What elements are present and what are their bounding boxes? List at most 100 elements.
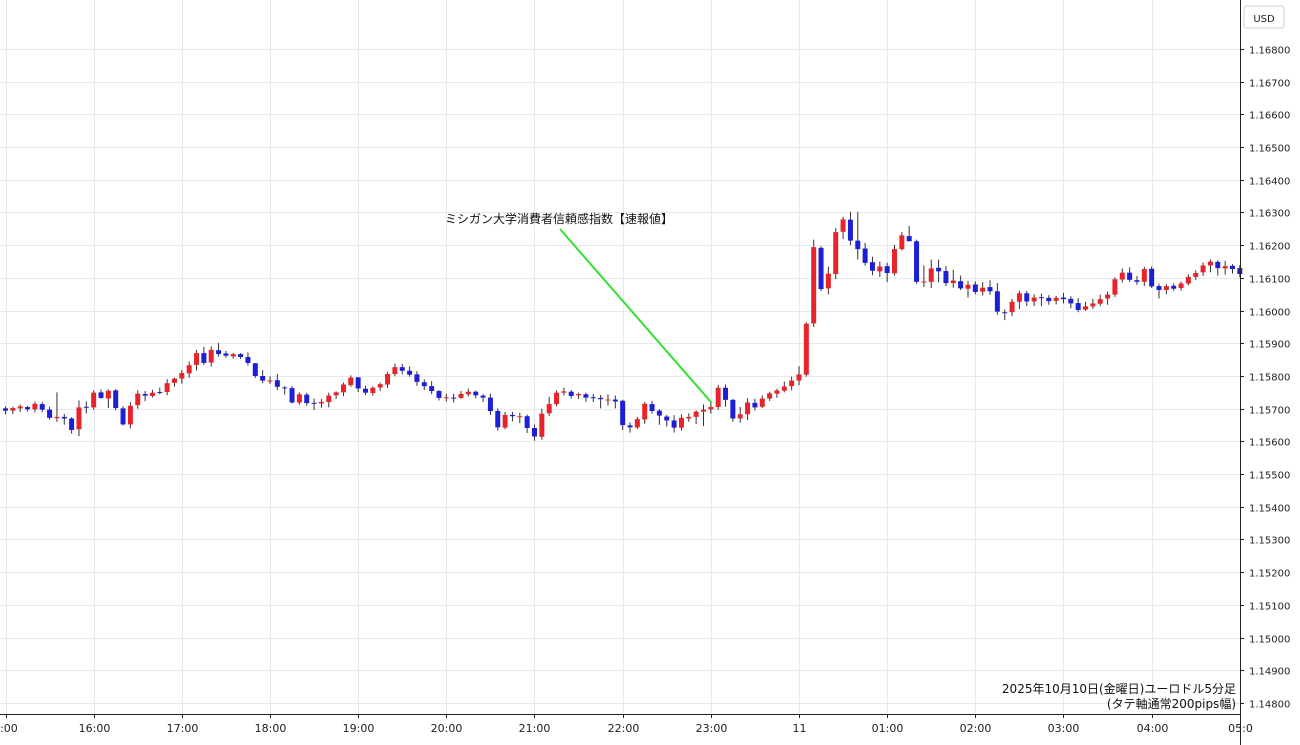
candle-body-up [539, 413, 545, 437]
candle-body-up [230, 354, 236, 357]
time-tick-label: 11 [793, 722, 807, 735]
candle-body-down [531, 427, 537, 437]
candle-body-up [32, 403, 38, 410]
candle [693, 410, 699, 425]
candle [399, 363, 405, 375]
time-tick-label: 16:00 [79, 722, 111, 735]
candle [1178, 281, 1184, 291]
candle [1134, 275, 1140, 285]
candle-body-up [465, 391, 471, 395]
candle [186, 361, 192, 378]
candle [333, 391, 339, 399]
candle [326, 392, 332, 408]
candle [708, 402, 714, 414]
candle [965, 280, 971, 298]
candle-body-down [671, 420, 677, 428]
candle-body-down [847, 219, 853, 241]
candle [407, 366, 413, 377]
candle [502, 411, 508, 430]
candle [179, 370, 185, 384]
candle-body-up [91, 392, 97, 408]
candle [517, 412, 523, 424]
candle-body-up [502, 414, 508, 428]
candle-body-down [414, 374, 420, 382]
time-tick-labels: :00 16:00 17:00 18:00 19:00 20:00 21:00 22:00 23… [0, 714, 1253, 735]
currency-button[interactable] [1243, 5, 1285, 29]
grid-lines [0, 0, 1241, 714]
candle-body-up [1119, 272, 1125, 280]
candle [267, 376, 273, 384]
candle [443, 393, 449, 402]
candle [451, 393, 457, 403]
candle [392, 363, 398, 377]
candle-body-down [583, 394, 589, 398]
candle [994, 283, 1000, 315]
candle [972, 281, 978, 295]
candle-body-down [25, 407, 31, 410]
candle-body-down [972, 284, 978, 292]
candle [385, 371, 391, 388]
price-tick-label: 1.16600 [1249, 111, 1290, 122]
candle-body-down [1024, 293, 1030, 302]
candle [730, 398, 736, 422]
price-tick-label: 1.15000 [1249, 635, 1290, 646]
candle-body-down [590, 397, 596, 399]
price-axis[interactable]: USD 1.168001.167001.166001.165001.164001… [1240, 0, 1290, 745]
candle-body-down [407, 370, 413, 375]
caption-line-2: (タテ軸通常200pips幅) [1107, 696, 1236, 711]
candle [752, 398, 758, 411]
candle-body-up [678, 417, 684, 428]
candle [612, 395, 618, 409]
time-axis[interactable]: :00 16:00 17:00 18:00 19:00 20:00 21:00 22:00 23… [0, 714, 1253, 735]
candle [289, 385, 295, 404]
candle-body-up [1193, 272, 1199, 277]
candle-body-up [708, 407, 714, 410]
candle-body-up [296, 394, 302, 403]
candle [91, 390, 97, 410]
candle [216, 342, 222, 357]
candle [414, 371, 420, 386]
candle [847, 211, 853, 246]
candle [583, 392, 589, 402]
candle [818, 246, 824, 291]
chart-caption: 2025年10月10日(金曜日)ユーロドル5分足 (タテ軸通常200pips幅) [1002, 681, 1236, 711]
candle-body-up [1112, 279, 1118, 295]
candle-body-up [127, 405, 133, 425]
candle-body-down [487, 397, 493, 411]
candle [157, 387, 163, 395]
price-tick-label: 1.15200 [1249, 569, 1290, 580]
price-tick-label: 1.15900 [1249, 340, 1290, 351]
candle-body-down [1149, 268, 1155, 287]
candle [745, 398, 751, 421]
candle-body-down [274, 380, 280, 387]
price-tick-label: 1.16200 [1249, 242, 1290, 253]
candle [767, 391, 773, 401]
price-tick-label: 1.15600 [1249, 438, 1290, 449]
candle [260, 370, 266, 384]
candle [1193, 270, 1199, 280]
candle-body-up [54, 416, 60, 419]
candle-body-down [855, 240, 861, 250]
candle [1016, 290, 1022, 309]
candle-body-up [892, 249, 898, 274]
candle-body-down [723, 387, 729, 400]
candle [1105, 291, 1111, 305]
candle-body-up [1053, 297, 1059, 301]
candle [781, 381, 787, 393]
candle-body-down [914, 241, 920, 282]
time-tick-label: 03:00 [1048, 722, 1080, 735]
candle [127, 402, 133, 429]
candle-body-down [436, 391, 442, 398]
candle [3, 406, 8, 415]
candle [789, 376, 795, 391]
candle [869, 256, 875, 276]
candle [83, 401, 89, 414]
candle-body-up [642, 403, 648, 420]
candle [1097, 294, 1103, 307]
price-tick-label: 1.16800 [1249, 46, 1290, 57]
candle [840, 216, 846, 239]
candle [1171, 283, 1177, 291]
candle [208, 346, 214, 367]
candle [1009, 298, 1015, 317]
